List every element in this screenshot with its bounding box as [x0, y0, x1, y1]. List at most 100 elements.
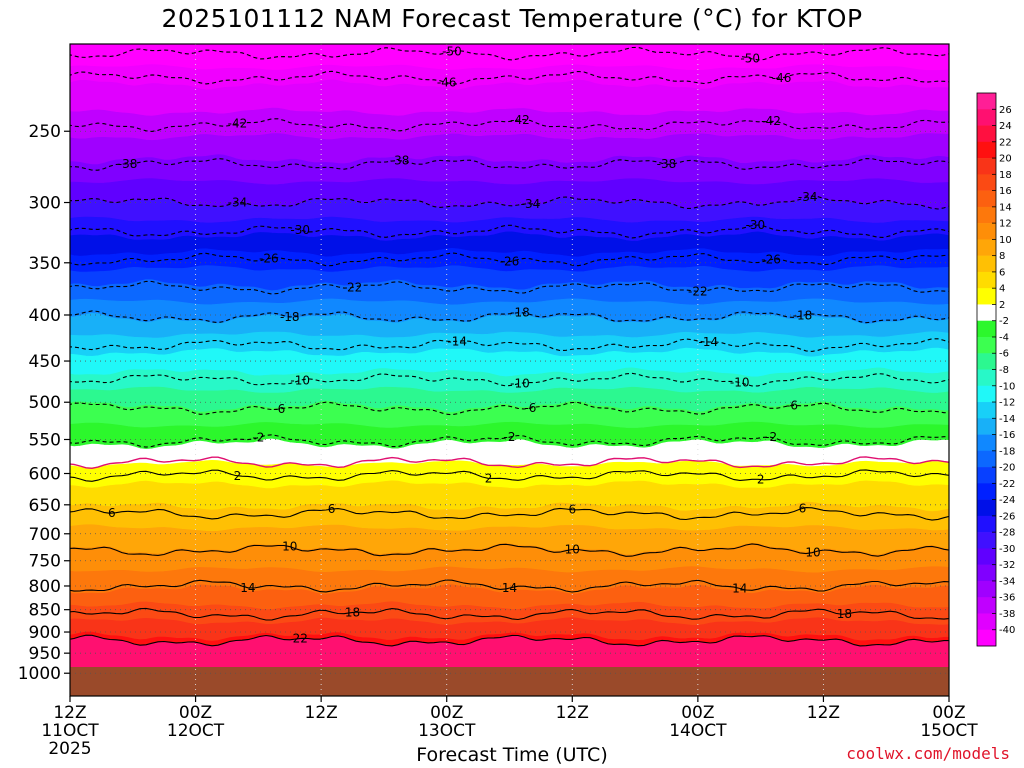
contour-line	[70, 118, 949, 132]
colorbar-swatch	[977, 93, 996, 110]
y-tick-label: 600	[29, 465, 61, 485]
colorbar-label: 8	[999, 251, 1005, 262]
y-tick-label: 500	[29, 393, 61, 413]
y-tick-label: 450	[29, 352, 61, 372]
contour-label: -38	[390, 154, 410, 168]
contour-label: 10	[565, 543, 580, 557]
colorbar-label: -22	[999, 479, 1015, 490]
contour-label: 2	[757, 473, 765, 487]
colorbar-swatch	[977, 434, 996, 452]
x-tick-label: 00Z	[932, 703, 965, 723]
colorbar-label: -2	[999, 316, 1009, 327]
contour-label: -34	[521, 197, 541, 211]
colorbar-swatch	[977, 125, 996, 143]
colorbar-label: 10	[999, 235, 1012, 246]
contour-line	[70, 507, 949, 521]
x-tick-label: 00Z	[681, 703, 714, 723]
contour-label: -34	[228, 196, 248, 210]
contour-lines	[70, 46, 949, 647]
colorbar-label: 24	[999, 121, 1012, 132]
contour-label: -10	[730, 375, 750, 389]
contour-label: -10	[290, 373, 310, 387]
colorbar-swatch	[977, 597, 996, 614]
contour-label: 10	[805, 545, 820, 559]
colorbar-swatch	[977, 418, 996, 435]
y-tick-label: 850	[29, 601, 61, 621]
contour-label: 6	[108, 506, 116, 520]
x-tick-label: 12Z	[556, 703, 589, 723]
contour-line	[70, 158, 949, 171]
y-tick-label: 400	[29, 306, 61, 326]
colorbar-swatch	[977, 450, 996, 468]
y-tick-label: 700	[29, 525, 61, 545]
x-tick-label: 12Z	[807, 703, 840, 723]
colorbar-swatch	[977, 288, 996, 305]
colorbar-swatch	[977, 532, 996, 549]
contour-line	[70, 579, 949, 593]
contour-line	[70, 46, 949, 61]
colorbar-label: 12	[999, 219, 1012, 230]
contour-label: -6	[786, 398, 798, 412]
y-tick-label: 900	[29, 623, 61, 643]
temperature-bands	[70, 44, 949, 696]
contour-label: 14	[240, 581, 255, 595]
colorbar-swatch	[977, 206, 996, 224]
contour-line	[70, 224, 949, 239]
terrain-layer	[70, 667, 949, 696]
colorbar-label: 14	[999, 202, 1012, 213]
y-tick-label: 750	[29, 552, 61, 572]
colorbar: 26 24 22 20 18 16 14 12 10 8 6 4 2 -2 -4 -6 -8 -10 -12 -14 -…	[976, 92, 1015, 647]
contour-label: -14	[699, 335, 719, 349]
contour-labels: -50 -50 -46 -46 -42 -42 -42 -38 -38 -38 -34 -34 -34 -…	[108, 44, 852, 645]
colorbar-swatch	[977, 499, 996, 517]
contour-label: -22	[688, 285, 708, 299]
colorbar-swatch	[977, 467, 996, 484]
contour-label: -30	[746, 218, 766, 232]
y-axis: 2503003504004505005506006507007508008509…	[18, 122, 70, 684]
colorbar-label: -40	[999, 625, 1015, 636]
colorbar-swatch	[977, 109, 996, 126]
colorbar-label: 26	[999, 105, 1012, 116]
contour-label: 14	[732, 581, 747, 595]
colorbar-swatch	[977, 629, 996, 647]
colorbar-swatch	[977, 385, 996, 403]
colorbar-swatch	[977, 483, 996, 500]
contour-label: 22	[293, 631, 308, 645]
contour-line	[70, 469, 949, 482]
x-tick-label: 12Z	[53, 703, 86, 723]
contour-label: -6	[273, 402, 285, 416]
contour-label: -10	[510, 376, 530, 390]
contour-label: -42	[228, 117, 248, 131]
credit-link[interactable]: coolwx.com/models	[846, 744, 1010, 763]
colorbar-label: -34	[999, 576, 1015, 587]
colorbar-swatch	[977, 564, 996, 582]
contour-line	[70, 543, 949, 557]
contour-label: -26	[500, 255, 520, 269]
contour-label: -18	[793, 309, 813, 323]
colorbar-swatch	[977, 141, 996, 159]
contour-label: -50	[442, 44, 462, 58]
colorbar-swatch	[977, 402, 996, 419]
colorbar-swatch	[977, 271, 996, 289]
colorbar-label: 4	[999, 284, 1005, 295]
colorbar-label: 20	[999, 154, 1012, 165]
colorbar-swatch	[977, 353, 996, 370]
contour-line	[70, 338, 949, 352]
colorbar-label: 2	[999, 300, 1005, 311]
colorbar-swatch	[977, 369, 996, 387]
contour-label: 18	[345, 605, 360, 619]
colorbar-swatch	[977, 223, 996, 240]
x-axis-label: Forecast Time (UTC)	[416, 744, 608, 766]
contour-label: -34	[798, 190, 818, 204]
contour-line	[70, 195, 949, 210]
x-tick-label: 00Z	[430, 703, 463, 723]
contour-line	[70, 634, 949, 647]
y-tick-label: 350	[29, 254, 61, 274]
colorbar-label: -24	[999, 495, 1015, 506]
x-tick-label: 11OCT	[41, 721, 99, 741]
contour-label: 14	[502, 581, 517, 595]
colorbar-swatch	[977, 190, 996, 208]
colorbar-label: -18	[999, 446, 1015, 457]
colorbar-label: -16	[999, 430, 1015, 441]
